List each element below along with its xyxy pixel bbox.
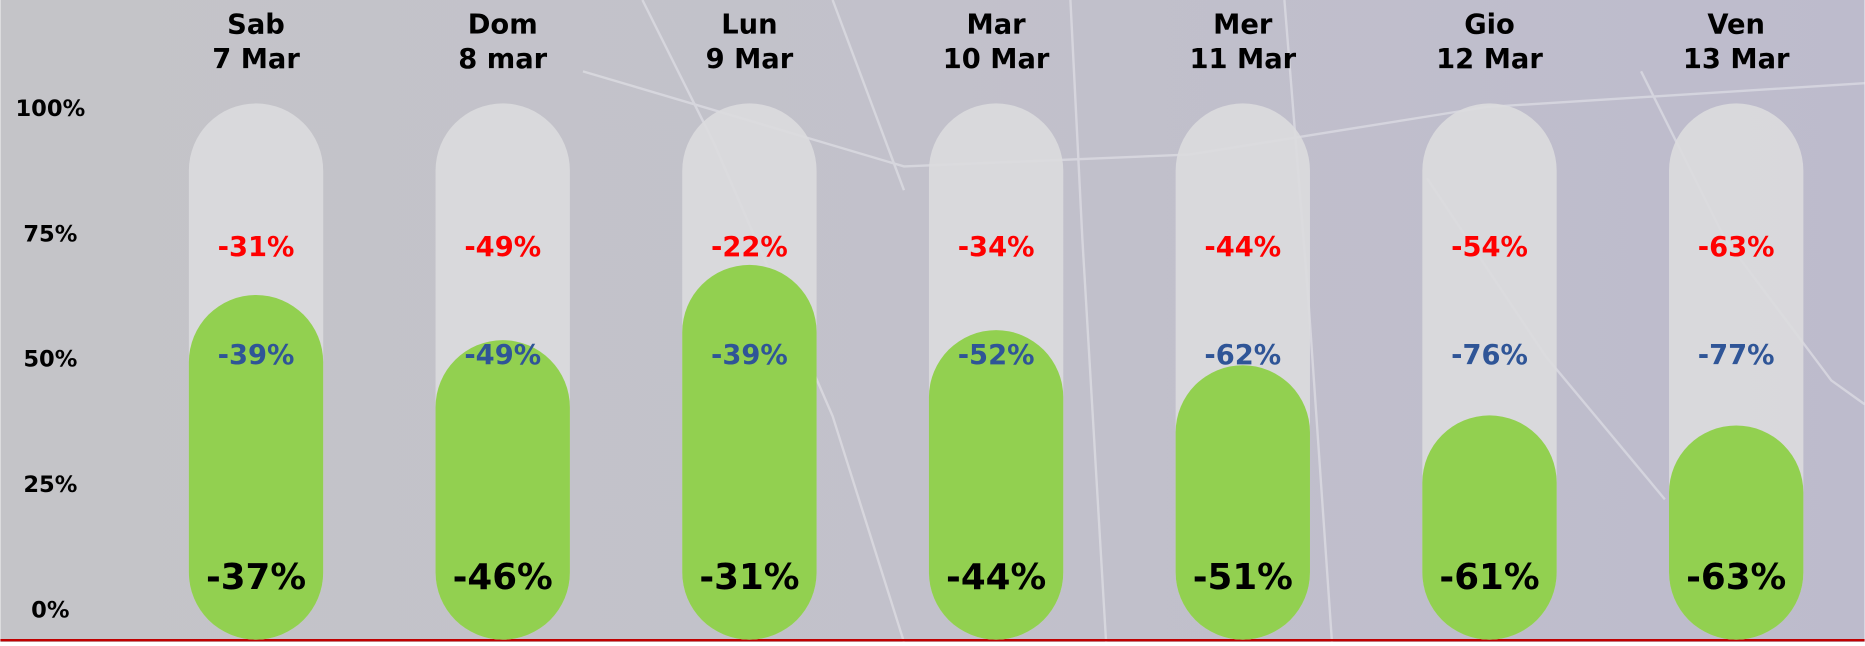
value-label: -51% — [1193, 557, 1293, 598]
value-label: -39% — [711, 340, 788, 371]
column-header: 12 Mar — [1436, 44, 1543, 75]
value-label: -39% — [218, 340, 295, 371]
y-tick-label: 50% — [23, 347, 77, 373]
value-label: -34% — [958, 232, 1035, 263]
column-header: 10 Mar — [943, 44, 1050, 75]
value-label: -54% — [1451, 232, 1528, 263]
value-label: -76% — [1451, 340, 1528, 371]
column-header: Mer — [1213, 10, 1273, 41]
y-tick-label: 0% — [31, 598, 69, 624]
value-label: -31% — [218, 232, 295, 263]
column-header: Dom — [468, 10, 538, 41]
value-label: -31% — [699, 557, 799, 598]
bar — [1422, 415, 1557, 640]
column-header: Mar — [967, 10, 1027, 41]
value-label: -61% — [1439, 557, 1539, 598]
bar — [435, 340, 570, 640]
value-label: -22% — [711, 232, 788, 263]
bar — [682, 264, 817, 640]
column-header: Gio — [1464, 10, 1515, 41]
bar — [1669, 425, 1804, 640]
value-label: -49% — [464, 340, 541, 371]
value-label: -37% — [206, 557, 306, 598]
column-header: 13 Mar — [1683, 44, 1790, 75]
value-label: -49% — [464, 232, 541, 263]
value-label: -62% — [1204, 340, 1281, 371]
column-header: 8 mar — [458, 44, 547, 75]
value-label: -44% — [946, 557, 1046, 598]
value-label: -63% — [1698, 232, 1775, 263]
value-label: -77% — [1698, 340, 1775, 371]
column-header: Ven — [1707, 10, 1765, 41]
value-label: -44% — [1204, 232, 1281, 263]
bar — [1175, 365, 1310, 640]
value-label: -52% — [958, 340, 1035, 371]
y-tick-label: 75% — [23, 221, 77, 247]
bar — [188, 295, 324, 640]
column-header: 7 Mar — [212, 44, 300, 75]
column-header: 9 Mar — [706, 44, 794, 75]
y-tick-label: 25% — [23, 472, 77, 498]
y-tick-label: 100% — [15, 96, 85, 122]
value-label: -63% — [1686, 557, 1786, 598]
value-label: -46% — [453, 557, 553, 598]
column-header: Lun — [721, 10, 777, 41]
bar — [928, 330, 1064, 640]
column-header: 11 Mar — [1189, 44, 1296, 75]
column-header: Sab — [227, 10, 285, 41]
